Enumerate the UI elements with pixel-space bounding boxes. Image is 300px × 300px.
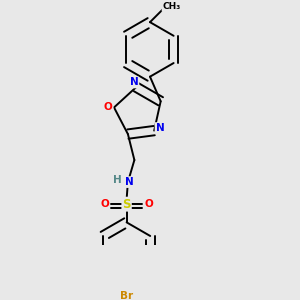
Text: N: N bbox=[125, 177, 134, 187]
Text: Br: Br bbox=[120, 291, 133, 300]
Text: O: O bbox=[104, 102, 113, 112]
Text: O: O bbox=[100, 199, 109, 209]
Text: N: N bbox=[130, 77, 139, 88]
Text: H: H bbox=[112, 175, 122, 185]
Text: N: N bbox=[155, 123, 164, 133]
Text: S: S bbox=[122, 198, 131, 211]
Text: CH₃: CH₃ bbox=[162, 2, 181, 11]
Text: O: O bbox=[144, 199, 153, 209]
